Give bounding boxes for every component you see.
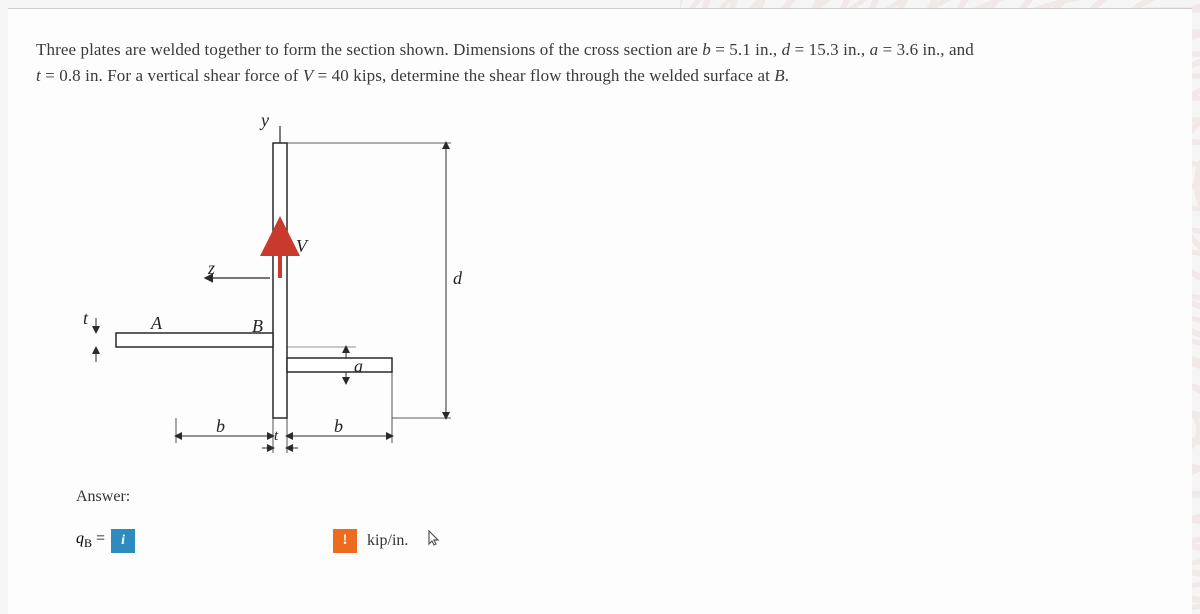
eq-d: = 15.3 in.,	[790, 40, 869, 59]
answer-variable: qB =	[76, 530, 105, 551]
answer-input[interactable]	[147, 528, 327, 554]
label-d: d	[453, 268, 462, 289]
eq-a: = 3.6 in., and	[878, 40, 974, 59]
label-A: A	[151, 313, 162, 334]
label-z: z	[208, 258, 215, 279]
problem-text-end: .	[785, 66, 789, 85]
label-V: V	[296, 236, 307, 257]
label-y: y	[261, 110, 269, 131]
cross-section-diagram: y z V A B t a d b t b	[56, 108, 486, 478]
label-b-right: b	[334, 416, 343, 437]
info-icon[interactable]: i	[111, 529, 135, 553]
answer-section: Answer: qB = i ! kip/in.	[76, 488, 1164, 554]
label-t-left: t	[83, 308, 88, 329]
page-container: Three plates are welded together to form…	[8, 8, 1192, 614]
warning-icon: !	[333, 529, 357, 553]
cursor-icon	[428, 530, 442, 551]
answer-unit: kip/in.	[367, 532, 408, 550]
var-Bpt: B	[774, 66, 784, 85]
answer-heading: Answer:	[76, 488, 1164, 506]
label-t-bottom: t	[274, 428, 278, 445]
answer-row: qB = i ! kip/in.	[76, 528, 1164, 554]
eq-t: = 0.8 in. For a vertical shear force of	[41, 66, 303, 85]
eq-b: = 5.1 in.,	[711, 40, 782, 59]
var-V: V	[303, 66, 313, 85]
var-b: b	[702, 40, 711, 59]
label-a-dim: a	[354, 356, 363, 377]
eq-V: = 40 kips, determine the shear flow thro…	[313, 66, 774, 85]
label-B: B	[252, 316, 263, 337]
var-d: d	[782, 40, 791, 59]
var-a: a	[870, 40, 879, 59]
problem-statement: Three plates are welded together to form…	[36, 37, 1164, 90]
problem-text-1: Three plates are welded together to form…	[36, 40, 702, 59]
label-b-left: b	[216, 416, 225, 437]
